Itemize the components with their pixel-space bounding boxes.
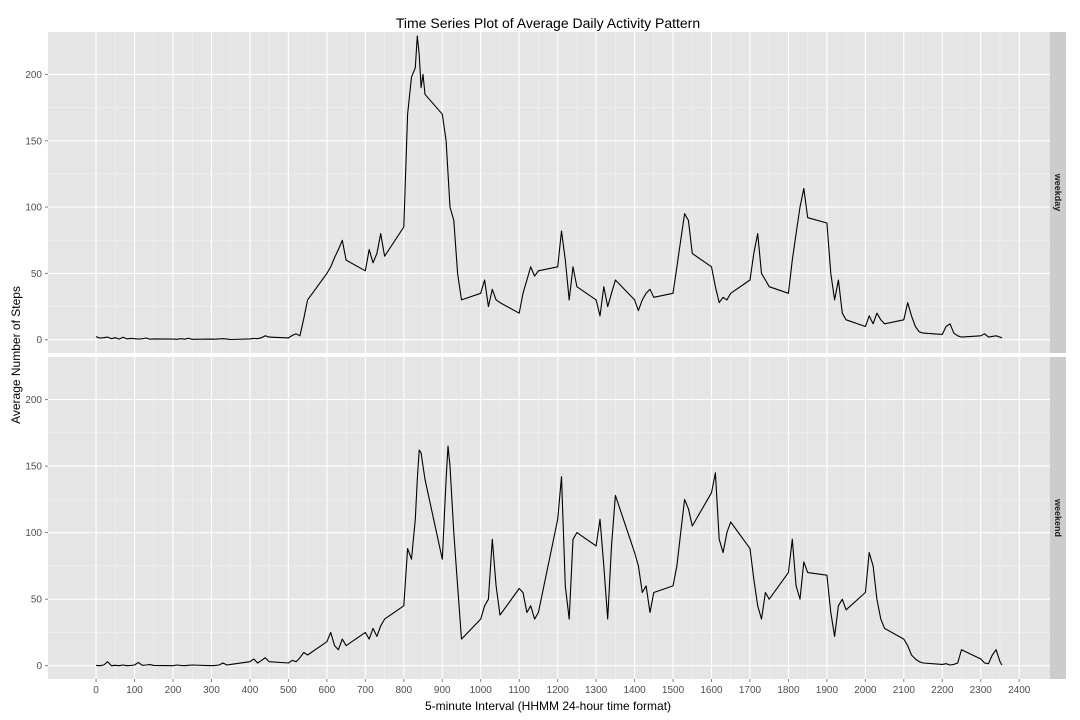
x-tick-label: 1900 (816, 685, 839, 696)
x-tick-label: 2300 (970, 685, 993, 696)
panel-background (48, 357, 1050, 679)
y-tick-label: 150 (25, 136, 42, 147)
x-tick-label: 200 (165, 685, 182, 696)
x-tick-label: 900 (434, 685, 451, 696)
y-tick-label: 150 (25, 462, 42, 473)
facet-strip (1050, 357, 1066, 679)
facet-label-weekday: weekday (1053, 173, 1063, 212)
y-tick-label: 100 (25, 528, 42, 539)
x-tick-label: 1500 (662, 685, 685, 696)
panel-background (48, 32, 1050, 353)
facet-panel-weekend: 0 50 100 150 200 weekend (25, 357, 1066, 679)
series-line-weekend (96, 445, 1003, 667)
x-tick-label: 1600 (700, 685, 723, 696)
x-tick-label: 600 (319, 685, 336, 696)
y-tick-label: 50 (31, 269, 43, 280)
x-tick-label: 700 (357, 685, 374, 696)
x-tick-label: 1100 (508, 685, 530, 696)
x-tick-label: 1800 (777, 685, 800, 696)
y-axis-title: Average Number of Steps (9, 286, 23, 424)
x-tick-label: 500 (280, 685, 297, 696)
facets: 0 50 100 150 200 weekday 0 50 100 150 200 weekend (25, 32, 1066, 679)
x-tick-label: 1400 (623, 685, 646, 696)
x-axis-title: 5-minute Interval (HHMM 24-hour time for… (425, 699, 671, 713)
x-tick-label: 1200 (547, 685, 570, 696)
facet-label-weekend: weekend (1053, 498, 1063, 537)
y-tick-label: 200 (25, 70, 42, 81)
series-line-weekday (95, 35, 1003, 341)
y-tick-label: 0 (36, 335, 42, 346)
x-tick-label: 1000 (470, 685, 493, 696)
x-axis: 0 100 200 300 400 500 600 700 800 900 1000 1100 1200… (93, 679, 1031, 696)
facet-panel-weekday: 0 50 100 150 200 weekday (25, 32, 1066, 353)
x-tick-label: 400 (242, 685, 259, 696)
x-tick-label: 1300 (585, 685, 608, 696)
x-tick-label: 800 (395, 685, 412, 696)
y-tick-label: 50 (31, 595, 43, 606)
x-tick-label: 0 (93, 685, 99, 696)
y-tick-label: 0 (36, 661, 42, 672)
x-tick-label: 2000 (854, 685, 877, 696)
x-tick-label: 300 (203, 685, 220, 696)
x-tick-label: 2400 (1008, 685, 1031, 696)
chart-title: Time Series Plot of Average Daily Activi… (396, 15, 700, 31)
x-tick-label: 1700 (739, 685, 762, 696)
y-tick-label: 100 (25, 203, 42, 214)
x-tick-label: 2200 (931, 685, 954, 696)
x-tick-label: 100 (126, 685, 143, 696)
facet-strip (1050, 32, 1066, 353)
x-tick-label: 2100 (893, 685, 916, 696)
y-tick-label: 200 (25, 395, 42, 406)
